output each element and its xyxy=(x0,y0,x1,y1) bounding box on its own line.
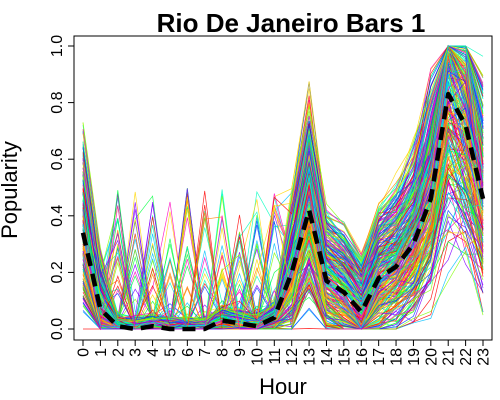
x-tick-label: 2 xyxy=(110,348,127,357)
x-tick-label: 23 xyxy=(476,348,493,366)
x-tick-label: 11 xyxy=(267,348,284,365)
x-tick-label: 20 xyxy=(423,348,440,366)
y-tick-label: 1.0 xyxy=(49,35,66,57)
x-tick-label: 9 xyxy=(232,348,249,357)
background-series-line xyxy=(82,45,484,322)
x-tick-label: 4 xyxy=(145,348,162,357)
x-tick-label: 14 xyxy=(319,348,336,366)
x-tick-label: 8 xyxy=(215,348,232,357)
y-axis-label: Popularity xyxy=(0,141,22,239)
x-tick-label: 3 xyxy=(128,348,145,357)
x-tick-label: 12 xyxy=(284,348,301,366)
x-tick-label: 18 xyxy=(389,348,406,366)
background-series-line xyxy=(82,181,484,331)
x-tick-label: 5 xyxy=(162,348,179,357)
y-tick-label: 0.2 xyxy=(49,261,66,283)
x-tick-label: 22 xyxy=(458,348,475,366)
y-axis: 0.0 0.2 0.4 0.6 0.8 1.0 xyxy=(49,35,75,340)
mean-series-line xyxy=(80,91,486,332)
mean-layer xyxy=(80,91,486,332)
background-series-line xyxy=(82,45,484,324)
x-tick-label: 10 xyxy=(249,348,266,366)
x-tick-label: 13 xyxy=(302,348,319,366)
x-axis: 0 1 2 3 4 5 6 7 8 9 10 11 12 13 14 15 16 17 18 19 20 21 22 23 xyxy=(76,339,493,366)
background-series-line xyxy=(82,45,484,324)
x-tick-label: 0 xyxy=(76,348,93,357)
y-tick-label: 0.6 xyxy=(49,148,66,170)
x-tick-label: 16 xyxy=(354,348,371,366)
x-axis-label: Hour xyxy=(259,374,307,399)
y-tick-label: 0.0 xyxy=(49,318,66,340)
chart-title: Rio De Janeiro Bars 1 xyxy=(157,8,426,38)
x-tick-label: 6 xyxy=(180,348,197,357)
x-tick-label: 19 xyxy=(406,348,423,366)
x-tick-label: 7 xyxy=(197,348,214,357)
background-series-line xyxy=(82,80,484,326)
background-series-line xyxy=(82,45,484,323)
background-series-line xyxy=(82,45,484,328)
y-tick-label: 0.8 xyxy=(49,91,66,113)
x-tick-label: 17 xyxy=(371,348,388,366)
x-tick-label: 15 xyxy=(336,348,353,366)
y-tick-label: 0.4 xyxy=(49,205,66,227)
background-series-line xyxy=(82,195,484,330)
x-tick-label: 1 xyxy=(93,348,110,357)
x-tick-label: 21 xyxy=(441,348,458,366)
